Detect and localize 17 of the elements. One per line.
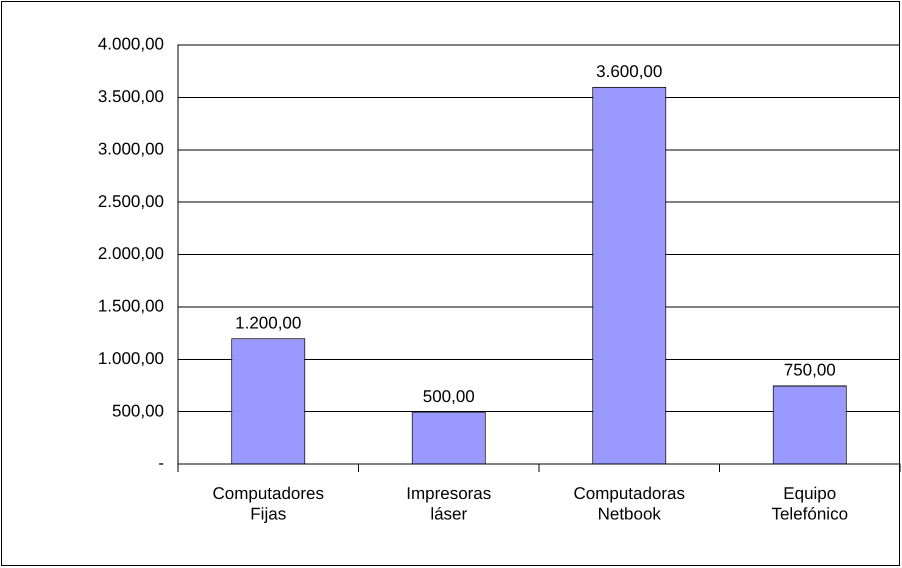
y-tick-label: 1.000,00: [98, 348, 164, 368]
y-tick-label: 2.500,00: [98, 192, 164, 211]
y-tick-label: 2.000,00: [98, 244, 164, 264]
x-tick-label: Equipo Telefónico: [771, 484, 848, 524]
data-label: 500,00: [422, 386, 475, 406]
y-tick-label: 4.000,00: [98, 34, 164, 54]
data-label: 3.600,00: [596, 62, 662, 82]
data-label: 1.200,00: [235, 313, 302, 332]
y-tick-label: 3.500,00: [98, 87, 164, 106]
y-tick-label: 500,00: [112, 401, 164, 420]
data-label: 750,00: [784, 360, 836, 380]
y-tick-label: 3.000,00: [98, 139, 164, 158]
y-tick-label: -: [158, 454, 164, 473]
x-tick-label: Computadoras Netbook: [573, 484, 686, 524]
x-tick-label: Impresoras láser: [406, 484, 492, 524]
y-tick-label: 1.500,00: [98, 296, 164, 316]
x-tick-label: Computadores Fijas: [212, 484, 324, 524]
